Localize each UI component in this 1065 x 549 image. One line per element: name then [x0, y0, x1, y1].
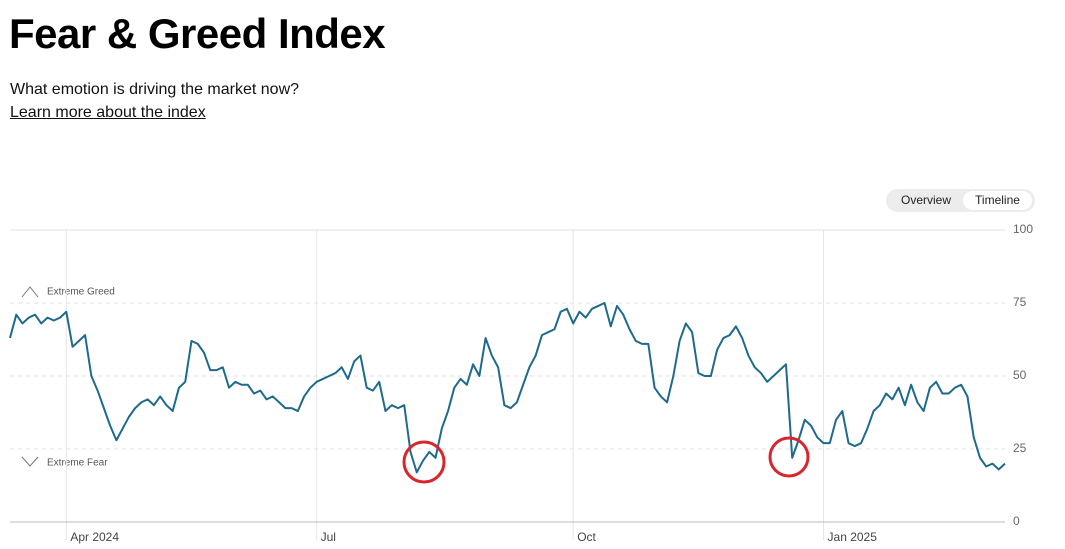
x-tick-label: Oct — [577, 530, 596, 544]
plot: Apr 2024 Jul Oct Jan 2025 0 25 50 75 100 — [9, 222, 1033, 544]
overview-button[interactable]: Overview — [900, 193, 951, 207]
y-tick-label: 0 — [1013, 514, 1020, 528]
x-tick-label: Apr 2024 — [70, 530, 119, 544]
fear-chevron — [21, 456, 39, 467]
y-tick-label: 25 — [1013, 441, 1027, 455]
timeline-button[interactable]: Timeline — [963, 191, 1032, 210]
y-tick-label: 75 — [1013, 295, 1027, 309]
y-tick-label: 100 — [1013, 222, 1033, 236]
subtitle: What emotion is driving the market now? — [10, 81, 300, 98]
y-tick-label: 50 — [1013, 368, 1027, 382]
x-tick-label: Jul — [321, 530, 336, 544]
extreme-fear-label: Extreme Fear — [47, 458, 108, 469]
highlight-circle — [768, 436, 810, 478]
x-tick-label: Jan 2025 — [828, 530, 878, 544]
index-line — [9, 302, 1006, 474]
title: Fear & Greed Index — [9, 10, 386, 57]
highlight-circle — [402, 440, 446, 484]
view-toggle: Overview Timeline — [886, 189, 1035, 212]
greed-chevron — [21, 286, 39, 298]
extreme-greed-label: Extreme Greed — [47, 287, 115, 298]
learn-more-link[interactable]: Learn more about the index — [10, 104, 206, 121]
